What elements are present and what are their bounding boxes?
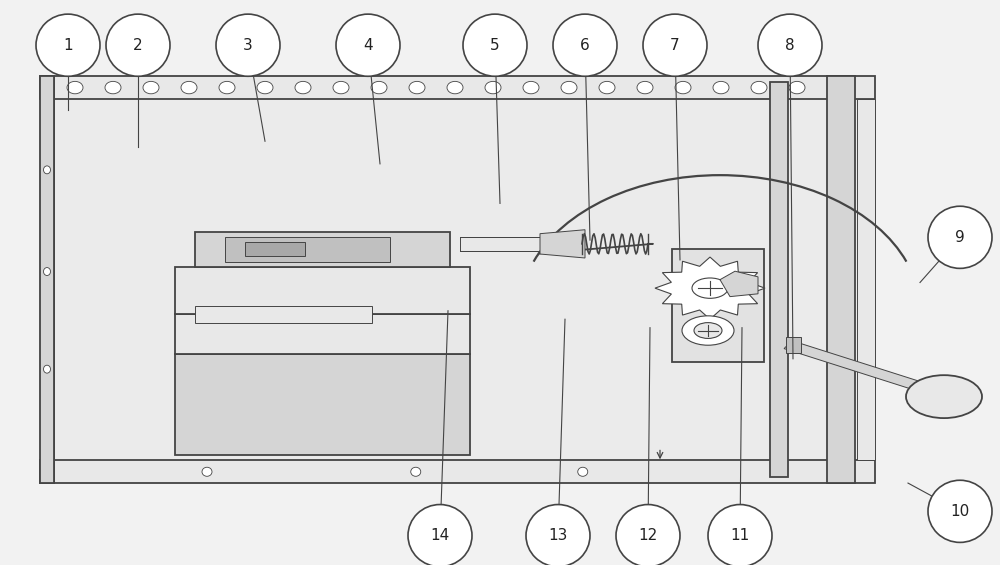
Bar — [195, 232, 450, 267]
Circle shape — [694, 323, 722, 338]
Text: 5: 5 — [490, 38, 500, 53]
Bar — [175, 267, 470, 314]
Bar — [195, 306, 372, 323]
Ellipse shape — [463, 14, 527, 76]
Ellipse shape — [758, 14, 822, 76]
Polygon shape — [720, 271, 758, 297]
Ellipse shape — [675, 81, 691, 94]
Circle shape — [682, 316, 734, 345]
Bar — [770, 82, 788, 477]
Ellipse shape — [106, 14, 170, 76]
Text: 8: 8 — [785, 38, 795, 53]
Ellipse shape — [447, 81, 463, 94]
Ellipse shape — [44, 268, 50, 276]
Text: 2: 2 — [133, 38, 143, 53]
Ellipse shape — [751, 81, 767, 94]
Text: 11: 11 — [730, 528, 750, 543]
Ellipse shape — [67, 81, 83, 94]
Ellipse shape — [44, 166, 50, 174]
Ellipse shape — [409, 81, 425, 94]
Bar — [827, 76, 855, 483]
Text: 4: 4 — [363, 38, 373, 53]
Ellipse shape — [143, 81, 159, 94]
Ellipse shape — [599, 81, 615, 94]
Bar — [857, 99, 875, 460]
Text: 7: 7 — [670, 38, 680, 53]
Ellipse shape — [928, 480, 992, 542]
Ellipse shape — [578, 467, 588, 476]
Ellipse shape — [333, 81, 349, 94]
Ellipse shape — [219, 81, 235, 94]
Ellipse shape — [643, 14, 707, 76]
Ellipse shape — [789, 81, 805, 94]
Ellipse shape — [257, 81, 273, 94]
Polygon shape — [784, 341, 934, 394]
Ellipse shape — [371, 81, 387, 94]
Bar — [52, 99, 862, 460]
Ellipse shape — [713, 81, 729, 94]
Bar — [175, 354, 470, 455]
Ellipse shape — [408, 505, 472, 565]
Text: 6: 6 — [580, 38, 590, 53]
Ellipse shape — [553, 14, 617, 76]
Bar — [672, 249, 764, 362]
Bar — [40, 76, 54, 483]
Text: 10: 10 — [950, 504, 970, 519]
Text: 1: 1 — [63, 38, 73, 53]
Circle shape — [692, 278, 728, 298]
Ellipse shape — [336, 14, 400, 76]
Ellipse shape — [526, 505, 590, 565]
Ellipse shape — [105, 81, 121, 94]
Ellipse shape — [523, 81, 539, 94]
Ellipse shape — [202, 467, 212, 476]
Bar — [175, 314, 470, 354]
Ellipse shape — [708, 505, 772, 565]
Text: 14: 14 — [430, 528, 450, 543]
Ellipse shape — [295, 81, 311, 94]
Ellipse shape — [216, 14, 280, 76]
Bar — [40, 460, 875, 483]
Polygon shape — [540, 230, 585, 258]
Ellipse shape — [485, 81, 501, 94]
Circle shape — [906, 375, 982, 418]
Text: 9: 9 — [955, 230, 965, 245]
Text: 13: 13 — [548, 528, 568, 543]
Ellipse shape — [181, 81, 197, 94]
Bar — [225, 237, 390, 262]
Polygon shape — [655, 257, 765, 319]
Ellipse shape — [616, 505, 680, 565]
Bar — [40, 76, 875, 99]
Bar — [245, 242, 305, 256]
Ellipse shape — [36, 14, 100, 76]
Text: 3: 3 — [243, 38, 253, 53]
Ellipse shape — [44, 365, 50, 373]
Ellipse shape — [637, 81, 653, 94]
Ellipse shape — [928, 206, 992, 268]
Ellipse shape — [411, 467, 421, 476]
Text: 12: 12 — [638, 528, 658, 543]
Ellipse shape — [561, 81, 577, 94]
Bar — [460, 237, 560, 251]
Bar — [786, 337, 801, 353]
